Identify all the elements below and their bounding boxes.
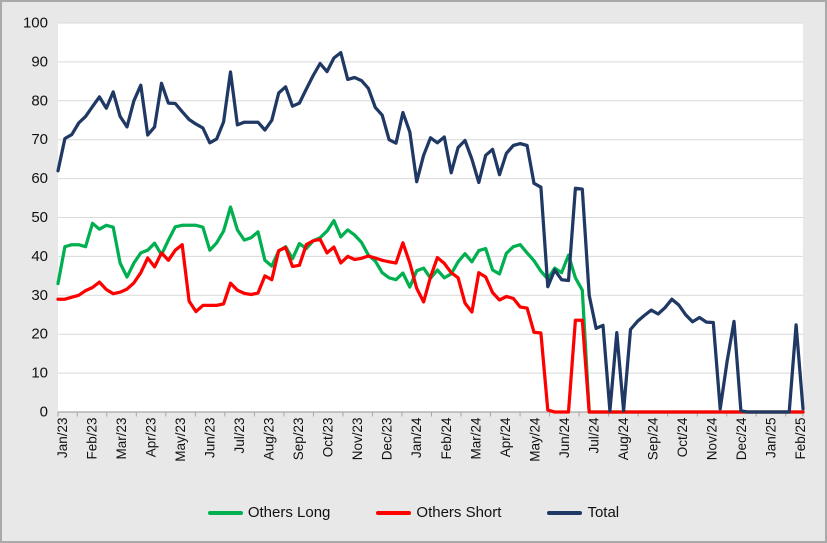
x-axis-label: Dec/23 [380, 418, 395, 461]
y-axis-label: 30 [31, 287, 48, 304]
x-axis-label: Jul/24 [586, 417, 601, 454]
x-axis-label: Sep/24 [645, 417, 660, 460]
x-axis-label: Jan/23 [55, 418, 70, 459]
x-axis-label: Jul/23 [232, 418, 247, 454]
x-axis-label: Dec/24 [734, 417, 749, 460]
x-axis-label: Feb/25 [793, 418, 808, 460]
x-axis-label: Sep/23 [291, 418, 306, 461]
y-axis-label: 50 [31, 209, 48, 226]
y-axis-label: 0 [40, 404, 48, 421]
y-axis-label: 10 [31, 365, 48, 382]
x-axis-label: Feb/24 [439, 417, 454, 460]
y-axis-label: 40 [31, 248, 48, 265]
x-axis-label: May/23 [173, 418, 188, 462]
x-axis-label: Oct/23 [321, 418, 336, 458]
x-axis-label: Feb/23 [85, 418, 100, 460]
y-axis-label: 20 [31, 326, 48, 343]
x-axis-label: May/24 [527, 417, 542, 462]
y-axis-label: 70 [31, 131, 48, 148]
x-axis-label: Jan/25 [763, 418, 778, 459]
series-line-others-short [56, 237, 805, 414]
y-axis-label: 90 [31, 53, 48, 70]
x-axis-label: Jun/24 [557, 417, 572, 458]
y-axis-label: 80 [31, 92, 48, 109]
x-axis-label: Aug/23 [262, 418, 277, 461]
y-axis-label: 60 [31, 170, 48, 187]
x-axis-label: Nov/24 [704, 417, 719, 460]
y-axis-label: 100 [23, 15, 48, 32]
x-axis-label: Nov/23 [350, 418, 365, 461]
x-axis-label: Jun/23 [203, 418, 218, 459]
x-axis-label: Jan/24 [409, 417, 424, 458]
series-line-total [56, 50, 805, 414]
x-axis-label: Oct/24 [675, 417, 690, 457]
x-axis-label: Mar/24 [468, 417, 483, 460]
x-axis-label: Mar/23 [114, 418, 129, 460]
x-axis-label: Apr/24 [498, 417, 513, 457]
x-axis-label: Apr/23 [144, 418, 159, 458]
x-axis-label: Aug/24 [616, 417, 631, 460]
